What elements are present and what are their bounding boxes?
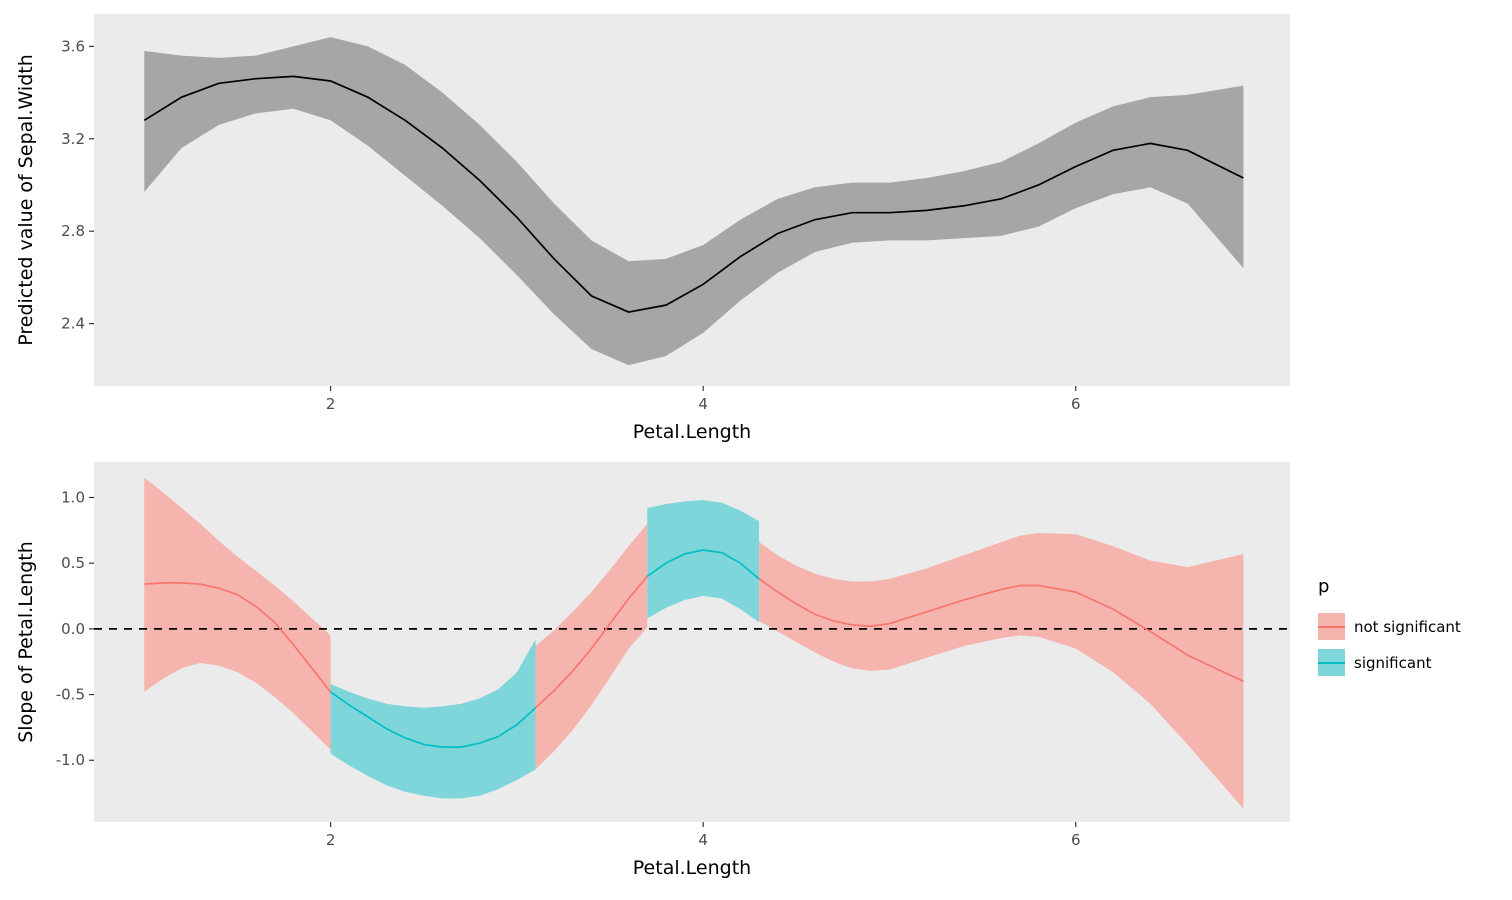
y-tick-label: -0.5: [56, 686, 85, 704]
legend-label-not-significant: not significant: [1354, 617, 1461, 636]
not-significant-3-line: [758, 578, 1244, 683]
y-tick-label: -1.0: [56, 751, 85, 769]
legend-key-not-significant-line: [1318, 625, 1345, 628]
legend-title: p: [1318, 576, 1330, 597]
not-significant-1-confidence-band: [144, 477, 331, 750]
not-significant-2-confidence-band: [535, 523, 648, 770]
y-tick-label: 3.6: [61, 37, 85, 55]
y-tick-label: 2.8: [61, 222, 85, 240]
not-significant-1-line: [144, 582, 332, 693]
gam-fit-confidence-band: [144, 37, 1244, 366]
y-tick-label: 0.5: [61, 554, 85, 572]
x-tick-label: 4: [698, 831, 708, 849]
y-tick-label: 2.4: [61, 315, 85, 333]
x-axis-title: Petal.Length: [633, 421, 751, 443]
legend-key-not-significant-swatch: [1318, 613, 1345, 640]
gam-fit-line: [143, 75, 1244, 313]
y-axis-title: Predicted value of Sepal.Width: [15, 54, 37, 346]
slope-chart: 2 4 6 -1.0 -0.5 0.0 0.5 1.0 Petal.Length Slope of…: [15, 462, 1290, 879]
x-tick-label: 6: [1071, 831, 1081, 849]
legend: p not significant significant: [1318, 576, 1461, 685]
y-tick-label: 0.0: [61, 620, 85, 638]
x-tick-label: 2: [326, 395, 336, 413]
legend-item-significant: significant: [1318, 649, 1461, 676]
not-significant-3-confidence-band: [759, 532, 1244, 809]
legend-label-significant: significant: [1354, 653, 1432, 672]
x-tick-label: 6: [1071, 395, 1081, 413]
legend-item-not-significant: not significant: [1318, 613, 1461, 640]
significant-1-line: [330, 691, 537, 748]
legend-key-significant-swatch: [1318, 649, 1345, 676]
significant-2-confidence-band: [647, 500, 760, 623]
significant-1-confidence-band: [330, 639, 536, 799]
predicted-values-chart: 2 4 6 2.4 2.8 3.2 3.6 Petal.Length Predicted val…: [15, 14, 1290, 443]
y-tick-label: 1.0: [61, 488, 85, 506]
significant-2-line: [646, 549, 760, 580]
x-tick-label: 2: [326, 831, 336, 849]
legend-key-significant-line: [1318, 661, 1345, 664]
not-significant-2-line: [534, 575, 648, 709]
x-tick-label: 4: [698, 395, 708, 413]
y-tick-label: 3.2: [61, 130, 85, 148]
x-axis-title: Petal.Length: [633, 857, 751, 879]
y-axis-title: Slope of Petal.Length: [15, 541, 37, 743]
